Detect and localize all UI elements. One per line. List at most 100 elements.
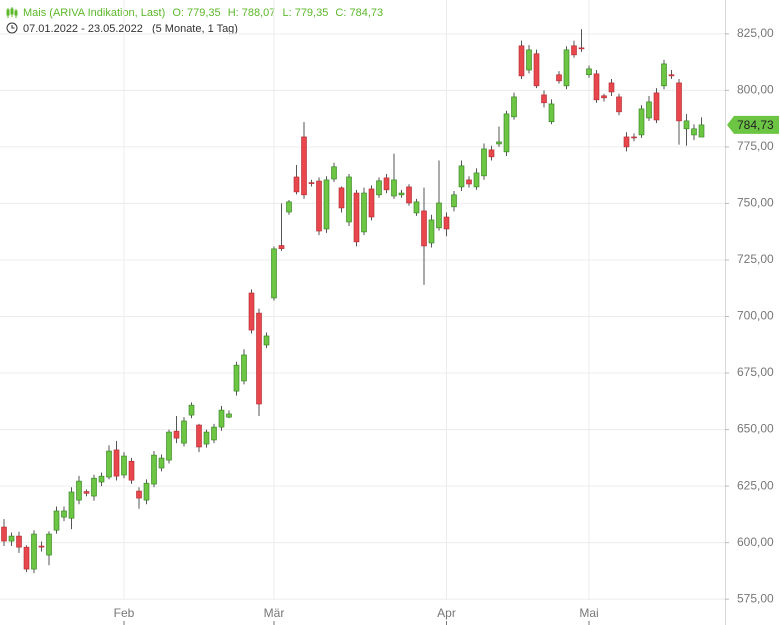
candle-body	[691, 128, 697, 136]
candle-body	[158, 457, 165, 469]
candle-body	[263, 335, 270, 346]
candle-body	[61, 510, 67, 518]
chart-icon	[6, 7, 18, 18]
candle-body	[128, 460, 135, 481]
candle-body	[323, 179, 330, 230]
last-price-tag	[727, 115, 779, 134]
candle-body	[166, 431, 172, 461]
candle-body	[301, 136, 307, 196]
candle-body	[361, 192, 367, 233]
candle-body	[1, 526, 7, 542]
candle-body	[556, 74, 562, 82]
candle-body	[631, 136, 637, 139]
candle-body	[121, 455, 127, 476]
candle-body	[31, 533, 37, 570]
ohlc-label: C: 784,73	[335, 7, 383, 19]
candle-body	[623, 136, 630, 148]
candle-body	[586, 68, 592, 76]
candle-body	[638, 108, 645, 136]
date-range: 07.01.2022 - 23.05.2022	[23, 23, 143, 35]
candle-body	[451, 194, 457, 208]
candle-body	[421, 210, 427, 247]
candle-body	[601, 95, 607, 99]
candle-body	[346, 176, 352, 223]
y-tick-label: 800,00	[737, 83, 774, 97]
candle-body	[136, 490, 142, 499]
candle-body	[188, 404, 195, 416]
candle-body	[113, 449, 120, 477]
candle-body	[316, 180, 322, 232]
x-tick-label: Mär	[264, 606, 285, 620]
candle-body	[578, 47, 585, 50]
candle-body	[98, 475, 105, 483]
candle-body	[616, 96, 622, 113]
candle-body	[353, 192, 360, 243]
candle-body	[653, 92, 660, 121]
candle-body	[473, 172, 480, 188]
chart-title: Mais (ARIVA Indikation, Last)	[23, 7, 165, 19]
candle-body	[488, 149, 495, 158]
candle-body	[181, 420, 187, 444]
x-tick-label: Feb	[114, 606, 135, 620]
candle-body	[548, 103, 555, 123]
candle-body	[106, 450, 112, 478]
x-tick-label: Mai	[579, 606, 598, 620]
candle-body	[541, 94, 547, 104]
candle-body	[593, 73, 600, 101]
candle-body	[241, 354, 247, 382]
candle-body	[218, 409, 225, 428]
candle-body	[173, 430, 180, 439]
candle-body	[676, 82, 682, 122]
candle-body	[151, 454, 157, 485]
candle-body	[278, 245, 285, 249]
candle-body	[143, 482, 150, 501]
y-tick-label: 750,00	[737, 196, 774, 210]
candle-body	[383, 177, 390, 191]
header-line: Mais (ARIVA Indikation, Last) O: 779,35 …	[23, 7, 383, 19]
candle-body	[436, 202, 442, 229]
clock-icon	[6, 22, 18, 34]
candle-body	[83, 491, 90, 494]
ohlc-label: H: 788,07	[228, 7, 276, 19]
y-tick-label: 625,00	[737, 478, 774, 492]
candle-body	[38, 545, 45, 548]
y-tick-label: 675,00	[737, 365, 774, 379]
y-tick-label: 650,00	[737, 422, 774, 436]
y-tick-label: 825,00	[737, 26, 774, 40]
x-tick-label: Apr	[437, 606, 456, 620]
candle-body	[23, 546, 30, 570]
candle-body	[413, 201, 420, 214]
candle-body	[16, 535, 22, 548]
candle-body	[511, 96, 517, 118]
candle-body	[398, 192, 405, 196]
candle-body	[248, 292, 255, 331]
candle-body	[203, 431, 210, 445]
candle-body	[68, 491, 75, 519]
candle-body	[443, 216, 450, 230]
candle-body	[226, 413, 232, 418]
candle-body	[91, 477, 97, 497]
candle-body	[46, 533, 52, 556]
last-price-label: 784,73	[737, 118, 774, 132]
candle-body	[466, 179, 472, 185]
candle-body	[668, 74, 675, 77]
candle-body	[563, 49, 570, 87]
candle-body	[683, 120, 690, 130]
candle-body	[698, 124, 705, 138]
candle-body	[196, 424, 202, 448]
candle-body	[661, 63, 667, 87]
candle-body	[503, 113, 510, 153]
candle-body	[428, 219, 435, 244]
candle-body	[233, 364, 240, 392]
candle-body	[286, 201, 292, 213]
candle-body	[293, 176, 300, 193]
candle-body	[308, 182, 315, 184]
ohlc-label: L: 779,35	[282, 7, 328, 19]
candle-body	[338, 187, 345, 209]
candle-body	[76, 480, 82, 501]
candle-body	[211, 426, 217, 441]
candle-body	[271, 248, 277, 299]
candle-body	[458, 165, 465, 188]
candle-body	[8, 535, 15, 542]
